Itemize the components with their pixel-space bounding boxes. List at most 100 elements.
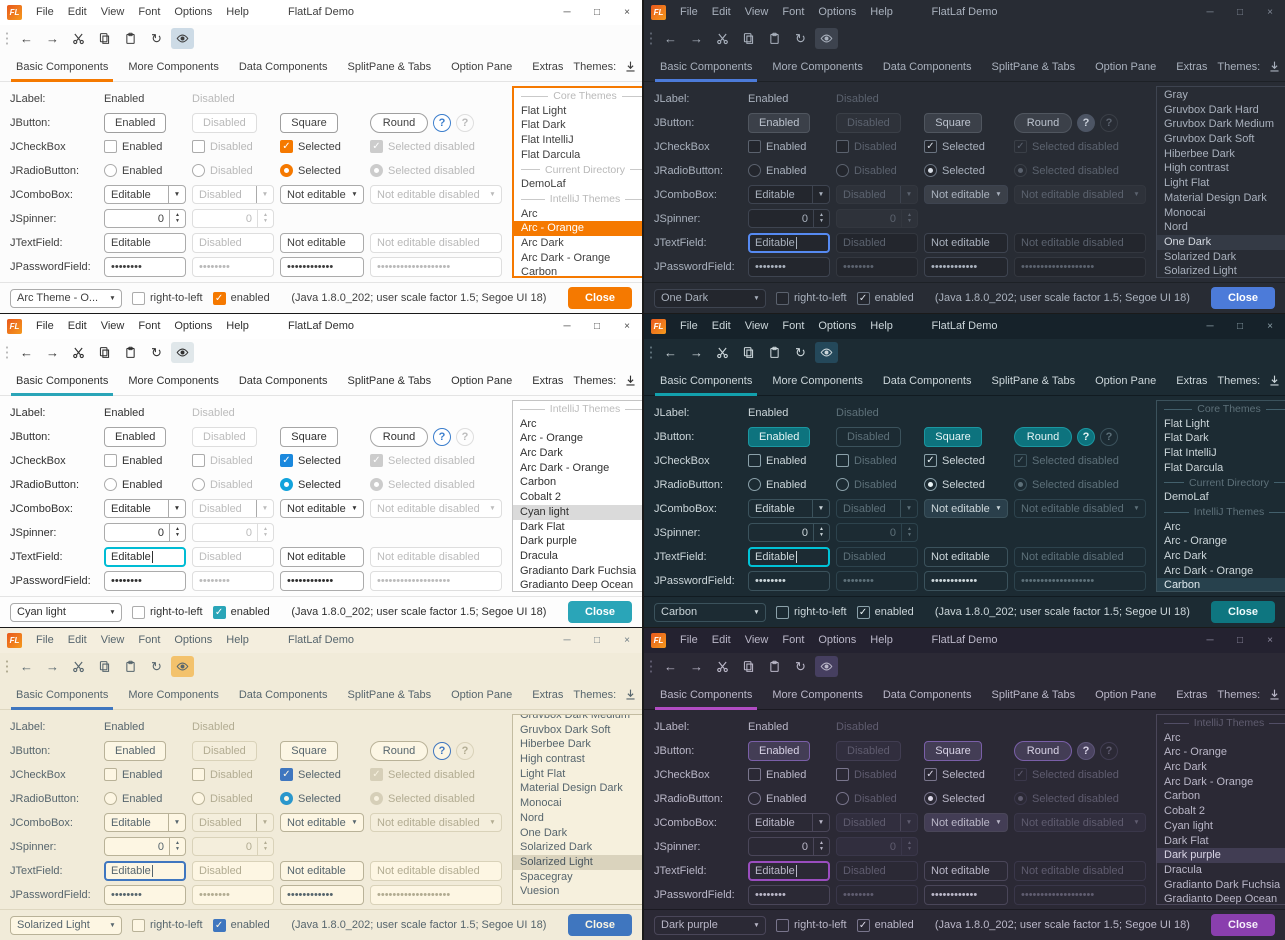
theme-selector-combo[interactable]: Cyan light ▼ [10, 602, 122, 622]
jradiobutton-enabled[interactable]: Enabled [748, 164, 830, 177]
jbutton-disabled[interactable]: Disabled [192, 740, 257, 761]
jbutton-square[interactable]: Square [924, 426, 982, 447]
jcombobox-not-editable[interactable]: Not editable ▼ [280, 813, 364, 832]
back-arrow-icon[interactable]: ← [15, 656, 38, 677]
jbutton-round[interactable]: Round [370, 740, 428, 761]
theme-item-solarized-light[interactable]: Solarized Light [1164, 265, 1237, 278]
jbutton-round[interactable]: Round [1014, 426, 1072, 447]
jradiobutton-selected[interactable]: Selected [924, 164, 1008, 177]
theme-item-gray[interactable]: Gray [1164, 89, 1188, 101]
jcombobox-not-editable-disabled[interactable]: Not editable disabled ▼ [1014, 813, 1146, 832]
jcheckbox-enabled[interactable]: Enabled [748, 140, 830, 153]
jradiobutton-selected-disabled[interactable]: Selected disabled [1014, 164, 1146, 177]
jcheckbox-selected[interactable]: ✓ Selected [924, 768, 1008, 781]
eye-toggle-icon[interactable] [171, 342, 194, 363]
theme-selector-combo[interactable]: Solarized Light ▼ [10, 915, 122, 935]
paste-clipboard-icon[interactable] [763, 28, 786, 49]
cut-scissors-icon[interactable] [67, 656, 90, 677]
refresh-icon[interactable]: ↻ [145, 342, 168, 363]
tab-splitpane-tabs[interactable]: SplitPane & Tabs [347, 688, 432, 701]
jspinner[interactable]: 0 ▲ ▼ [748, 523, 830, 542]
maximize-button[interactable]: □ [1236, 635, 1244, 646]
theme-item-hiberbee-dark[interactable]: Hiberbee Dark [520, 738, 591, 751]
close-window-button[interactable]: × [1267, 7, 1273, 18]
menu-edit[interactable]: Edit [67, 320, 87, 332]
theme-item-vuesion[interactable]: Vuesion [520, 885, 560, 898]
jbutton-square[interactable]: Square [924, 112, 982, 133]
tab-basic-components[interactable]: Basic Components [650, 366, 762, 396]
enabled-checkbox[interactable]: ✓ enabled [212, 918, 270, 932]
cut-scissors-icon[interactable] [67, 342, 90, 363]
jradiobutton-disabled[interactable]: Disabled [836, 478, 918, 491]
back-arrow-icon[interactable]: ← [659, 28, 682, 49]
jtextfield-0[interactable]: Editable [748, 232, 830, 253]
spinner-arrows-icon[interactable]: ▲ ▼ [901, 210, 917, 227]
copy-icon[interactable] [93, 342, 116, 363]
tab-basic-components[interactable]: Basic Components [650, 52, 762, 82]
help-button[interactable]: ? [1077, 113, 1095, 132]
jcombobox-not-editable-disabled[interactable]: Not editable disabled ▼ [370, 499, 502, 518]
copy-icon[interactable] [93, 656, 116, 677]
jpasswordfield-0[interactable]: •••••••• [748, 256, 830, 277]
copy-icon[interactable] [737, 342, 760, 363]
copy-icon[interactable] [737, 28, 760, 49]
jcombobox-disabled[interactable]: Disabled ▼ [836, 185, 918, 204]
tab-splitpane-tabs[interactable]: SplitPane & Tabs [347, 60, 432, 73]
jpasswordfield-3[interactable]: ••••••••••••••••••• [1014, 570, 1146, 591]
jpasswordfield-1[interactable]: •••••••• [192, 570, 274, 591]
tab-extras[interactable]: Extras [1176, 60, 1208, 73]
help-button-disabled[interactable]: ? [456, 741, 474, 760]
jpasswordfield-1[interactable]: •••••••• [192, 256, 274, 277]
refresh-icon[interactable]: ↻ [789, 656, 812, 677]
menu-help[interactable]: Help [226, 320, 249, 332]
tab-more-components[interactable]: More Components [128, 374, 219, 387]
close-button[interactable]: Close [1211, 287, 1275, 309]
theme-item-nord[interactable]: Nord [520, 811, 544, 824]
tab-splitpane-tabs[interactable]: SplitPane & Tabs [991, 688, 1076, 701]
jspinner[interactable]: 0 ▲ ▼ [104, 837, 186, 856]
close-window-button[interactable]: × [1267, 635, 1273, 646]
menu-help[interactable]: Help [226, 6, 249, 18]
jcheckbox-disabled[interactable]: Disabled [836, 454, 918, 467]
menu-font[interactable]: Font [138, 634, 161, 646]
download-icon[interactable] [1268, 374, 1281, 387]
right-to-left-checkbox[interactable]: right-to-left [776, 605, 847, 619]
menu-options[interactable]: Options [174, 634, 213, 646]
back-arrow-icon[interactable]: ← [659, 342, 682, 363]
jradiobutton-disabled[interactable]: Disabled [192, 478, 274, 491]
theme-item-carbon[interactable]: Carbon [1157, 578, 1285, 591]
jcheckbox-selected-disabled[interactable]: ✓ Selected disabled [370, 140, 502, 153]
jspinner-disabled[interactable]: 0 ▲ ▼ [192, 523, 274, 542]
jradiobutton-enabled[interactable]: Enabled [104, 164, 186, 177]
paste-clipboard-icon[interactable] [763, 342, 786, 363]
jbutton-square[interactable]: Square [280, 740, 338, 761]
enabled-checkbox[interactable]: ✓ enabled [212, 605, 270, 619]
enabled-checkbox[interactable]: ✓ enabled [212, 291, 270, 305]
minimize-button[interactable]: ─ [1206, 321, 1214, 332]
theme-item-cyan-light[interactable]: Cyan light [513, 504, 642, 520]
theme-selector-combo[interactable]: Carbon ▼ [654, 602, 766, 622]
help-button[interactable]: ? [433, 113, 451, 132]
theme-item-arc[interactable]: Arc [1164, 731, 1181, 744]
menu-font[interactable]: Font [782, 320, 805, 332]
tab-data-components[interactable]: Data Components [238, 374, 328, 387]
menu-font[interactable]: Font [782, 6, 805, 18]
maximize-button[interactable]: □ [593, 635, 601, 646]
theme-item-arc-orange[interactable]: Arc - Orange [514, 221, 642, 236]
copy-icon[interactable] [737, 656, 760, 677]
theme-item-dark-flat[interactable]: Dark Flat [520, 520, 565, 533]
jtextfield-3[interactable]: Not editable disabled [370, 860, 502, 881]
jbutton-disabled[interactable]: Disabled [192, 426, 257, 447]
jcombobox-not-editable-disabled[interactable]: Not editable disabled ▼ [370, 813, 502, 832]
menu-file[interactable]: File [36, 634, 54, 646]
close-button[interactable]: Close [1211, 601, 1275, 623]
jspinner[interactable]: 0 ▲ ▼ [104, 209, 186, 228]
tab-option-pane[interactable]: Option Pane [451, 60, 513, 73]
jtextfield-1[interactable]: Disabled [836, 860, 918, 881]
jcombobox-editable[interactable]: Editable ▼ [104, 499, 186, 518]
menu-edit[interactable]: Edit [711, 320, 731, 332]
jradiobutton-selected[interactable]: Selected [280, 164, 364, 177]
jtextfield-1[interactable]: Disabled [836, 232, 918, 253]
jspinner-disabled[interactable]: 0 ▲ ▼ [192, 837, 274, 856]
copy-icon[interactable] [93, 28, 116, 49]
